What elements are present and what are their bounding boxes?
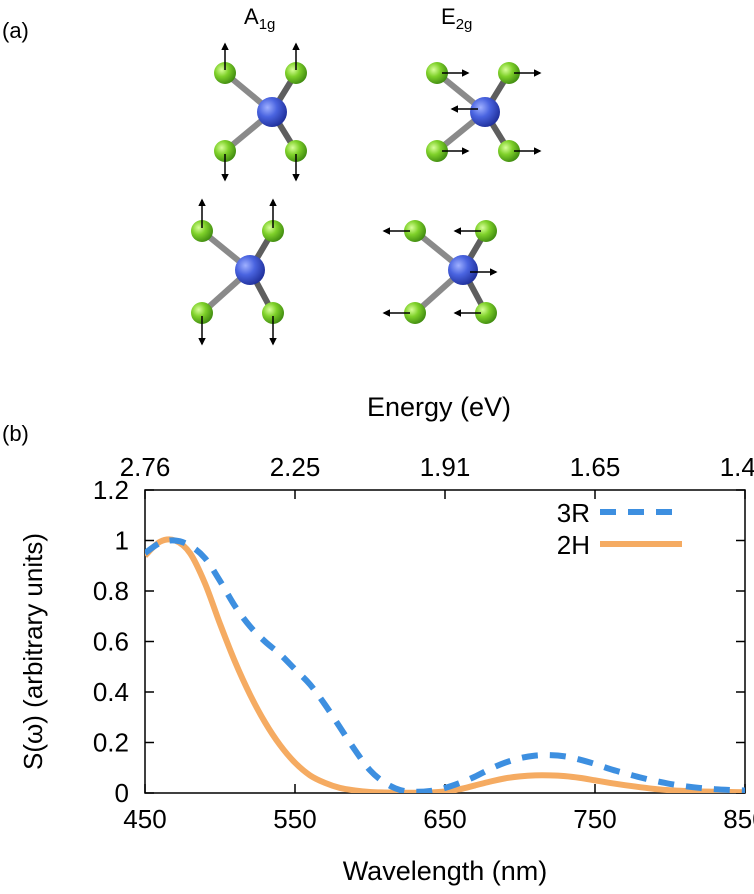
mode-e2g-title: E2g xyxy=(441,4,472,33)
chalcogen-atom xyxy=(498,140,520,162)
legend-label-2h: 2H xyxy=(557,530,590,560)
mode-a1g-symbol: A xyxy=(244,4,259,29)
y-tick-label: 0 xyxy=(115,778,129,808)
metal-atom xyxy=(448,255,478,285)
chalcogen-atom xyxy=(475,302,497,324)
panel-a-label: (a) xyxy=(2,18,29,43)
y-tick-label: 0.6 xyxy=(93,627,129,657)
chalcogen-atom xyxy=(262,302,284,324)
panel-b-label: (b) xyxy=(2,421,29,446)
x2-tick-label: 2.76 xyxy=(120,452,171,482)
y-axis-label: S(ω) (arbitrary units) xyxy=(18,533,48,770)
series-line-3r xyxy=(145,537,745,793)
x2-tick-label: 2.25 xyxy=(270,452,321,482)
spectrum-chart: 450 550 650 750 850 2.76 2.25 1.91 1.65 1.46 0 0.2 0… xyxy=(18,392,754,886)
x-tick-label: 850 xyxy=(723,804,754,834)
y-tick-label: 0.4 xyxy=(93,677,129,707)
chalcogen-atom xyxy=(262,220,284,242)
mode-e2g-symbol: E xyxy=(441,4,456,29)
x2-axis-label: Energy (eV) xyxy=(367,392,511,422)
molecule-a1g-bottom xyxy=(191,198,284,346)
molecule-a1g-top xyxy=(214,42,307,182)
x-axis-label: Wavelength (nm) xyxy=(343,856,548,886)
chalcogen-atom xyxy=(475,220,497,242)
metal-atom xyxy=(235,255,265,285)
chalcogen-atom xyxy=(426,62,448,84)
x-tick-label: 650 xyxy=(423,804,466,834)
chalcogen-atom xyxy=(191,220,213,242)
metal-atom xyxy=(470,97,500,127)
chalcogen-atom xyxy=(285,140,307,162)
y-tick-label: 1 xyxy=(115,526,129,556)
series-line-2h xyxy=(145,536,745,793)
chalcogen-atom xyxy=(214,62,236,84)
chalcogen-atom xyxy=(426,140,448,162)
plot-frame xyxy=(144,489,746,794)
mode-a1g-title: A1g xyxy=(244,4,275,33)
x-tick-label: 750 xyxy=(573,804,616,834)
x2-tick-label: 1.65 xyxy=(570,452,621,482)
chalcogen-atom xyxy=(404,302,426,324)
chalcogen-atom xyxy=(498,62,520,84)
x2-tick-label: 1.46 xyxy=(720,452,754,482)
chalcogen-atom xyxy=(191,302,213,324)
y-tick-label: 0.8 xyxy=(93,576,129,606)
chalcogen-atom xyxy=(285,62,307,84)
chalcogen-atom xyxy=(214,140,236,162)
x-tick-label: 450 xyxy=(123,804,166,834)
x2-tick-label: 1.91 xyxy=(420,452,471,482)
molecule-e2g-top xyxy=(426,62,542,162)
panel-a: (a) A1g E2g xyxy=(2,4,542,346)
x-tick-label: 550 xyxy=(273,804,316,834)
molecule-e2g-bottom xyxy=(382,220,498,324)
legend-label-3r: 3R xyxy=(557,498,590,528)
mode-a1g-subscript: 1g xyxy=(259,16,276,33)
chalcogen-atom xyxy=(404,220,426,242)
y-tick-label: 0.2 xyxy=(93,728,129,758)
mode-e2g-subscript: 2g xyxy=(456,16,473,33)
y-tick-label: 1.2 xyxy=(93,475,129,505)
metal-atom xyxy=(257,97,287,127)
